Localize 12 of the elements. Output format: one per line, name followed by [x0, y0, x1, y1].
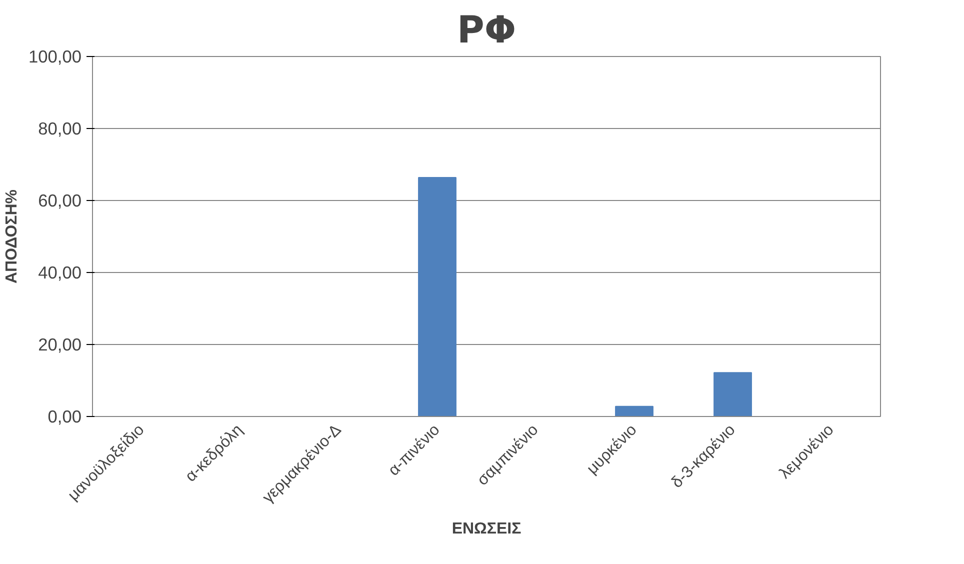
y-tick-label: 60,00 [38, 190, 82, 210]
x-axis-title: ΕΝΩΣΕΙΣ [452, 520, 522, 538]
chart-title: ΡΦ [456, 8, 516, 52]
y-tick-label: 100,00 [28, 46, 82, 66]
y-tick-label: 40,00 [38, 262, 82, 282]
bar [714, 372, 752, 416]
y-tick-label: 0,00 [48, 406, 82, 426]
bar [615, 406, 654, 416]
y-tick-label: 20,00 [38, 334, 82, 354]
y-tick-label: 80,00 [38, 118, 82, 138]
bar [418, 176, 456, 416]
y-axis-title: ΑΠΟΔΟΣΗ% [4, 189, 20, 284]
